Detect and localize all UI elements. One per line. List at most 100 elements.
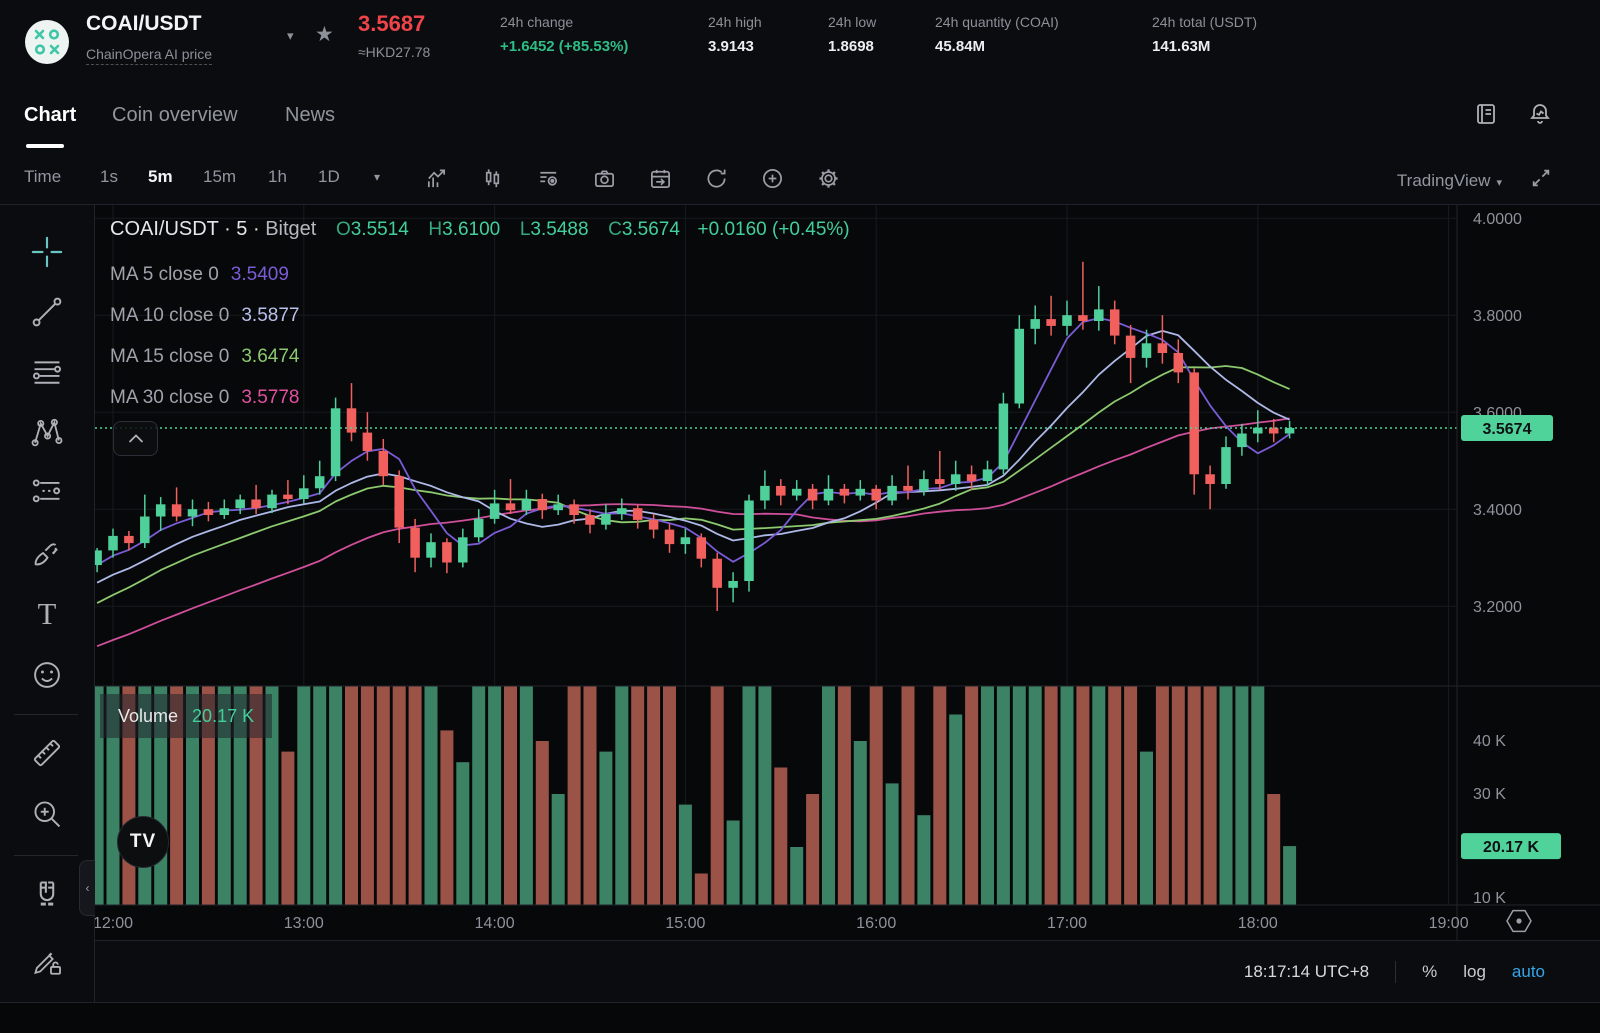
zoom-in-tool[interactable] (27, 794, 67, 834)
ma5-line (96, 317, 1291, 566)
coin-logo-icon (25, 20, 69, 64)
candlestick-series (95, 261, 1295, 611)
svg-text:10 K: 10 K (1473, 890, 1506, 907)
svg-text:20.17 K: 20.17 K (1483, 839, 1539, 856)
percent-scale-button[interactable]: % (1422, 961, 1438, 981)
drawing-lock-tool[interactable] (27, 939, 67, 979)
svg-text:3.4000: 3.4000 (1473, 502, 1522, 519)
fiat-price: ≈HKD27.78 (358, 44, 431, 60)
tab-active-underline (26, 144, 64, 148)
view-tabs: Chart Coin overview News (0, 86, 1600, 152)
tab-chart[interactable]: Chart (24, 104, 77, 126)
pane-borders (95, 205, 1600, 940)
add-circle-icon[interactable] (761, 167, 784, 190)
provider-caret-icon: ▾ (1496, 176, 1502, 189)
svg-text:14:00: 14:00 (475, 915, 515, 932)
snapshot-camera-icon[interactable] (593, 167, 616, 190)
emoji-tool[interactable] (27, 655, 67, 695)
ruler-tool[interactable] (27, 733, 67, 773)
interval-5m[interactable]: 5m (148, 167, 173, 186)
market-header: COAI/USDT ChainOpera AI price ▾ ★ 3.5687… (0, 0, 1600, 86)
bottom-bar-divider (1395, 960, 1397, 983)
ma10-line (96, 330, 1290, 584)
pair-subtitle[interactable]: ChainOpera AI price (86, 46, 213, 65)
stat-24h-low: 24h low 1.8698 (828, 14, 877, 55)
object-tree-icon[interactable] (537, 167, 560, 190)
sidebar-collapse-handle[interactable]: ‹ (79, 860, 95, 916)
svg-text:4.0000: 4.0000 (1473, 211, 1522, 228)
xabcd-pattern-tool[interactable] (27, 412, 67, 452)
brush-tool[interactable] (27, 533, 67, 573)
chart-bottom-bar: 18:17:14 UTC+8 % log auto (95, 940, 1600, 1002)
interval-1d[interactable]: 1D (318, 167, 340, 186)
footer-strip (0, 1002, 1600, 1033)
auto-scale-button[interactable]: auto (1511, 961, 1545, 981)
svg-text:T: T (38, 597, 57, 631)
sidebar-divider (14, 714, 78, 715)
stat-24h-quantity: 24h quantity (COAI) 45.84M (935, 14, 1059, 55)
clock: 18:17:14 UTC+8 (1243, 961, 1370, 981)
svg-text:18:00: 18:00 (1238, 915, 1278, 932)
svg-text:12:00: 12:00 (95, 915, 133, 932)
stat-24h-change: 24h change +1.6452 (+85.53%) (500, 14, 629, 55)
volume-axis[interactable]: 40 K 30 K 10 K (1473, 733, 1506, 907)
log-scale-button[interactable]: log (1463, 961, 1486, 981)
pair-title: COAI/USDT (86, 12, 202, 35)
svg-text:13:00: 13:00 (284, 915, 324, 932)
chart-area: 4.0000 3.8000 3.6000 3.4000 3.2000 3.5674 40 K… (95, 205, 1600, 1002)
interval-dropdown-caret-icon[interactable]: ▾ (374, 170, 381, 184)
chart-toolbar: Time 1s 5m 15m 1h 1D ▾ (0, 152, 1600, 205)
settings-gear-icon[interactable] (817, 167, 840, 190)
volume-value: 20.17 K (192, 705, 255, 726)
volume-legend: Volume 20.17 K (100, 694, 273, 738)
svg-text:16:00: 16:00 (856, 915, 896, 932)
tradingview-logo[interactable]: TV (117, 816, 169, 868)
go-to-date-icon[interactable] (649, 167, 672, 190)
interval-1s[interactable]: 1s (100, 167, 118, 186)
chart-provider-select[interactable]: TradingView ▾ (1396, 170, 1502, 190)
interval-1h[interactable]: 1h (268, 167, 287, 186)
stat-24h-total: 24h total (USDT) 141.63M (1152, 14, 1258, 55)
axis-settings-icon[interactable] (1506, 909, 1532, 933)
crosshair-tool[interactable] (27, 232, 67, 272)
text-tool[interactable]: T (27, 594, 67, 634)
current-volume-badge: 20.17 K (1461, 833, 1561, 860)
trend-line-tool[interactable] (27, 292, 67, 332)
ma15-line (96, 365, 1290, 604)
svg-text:3.5674: 3.5674 (1483, 421, 1532, 438)
fullscreen-icon[interactable] (1530, 167, 1552, 194)
current-price-badge: 3.5674 (1461, 415, 1553, 441)
pair-dropdown-caret-icon[interactable]: ▾ (287, 28, 294, 43)
svg-text:3.8000: 3.8000 (1473, 308, 1522, 325)
candle-style-icon[interactable] (481, 167, 504, 190)
interval-time-label[interactable]: Time (24, 167, 62, 186)
magnet-tool[interactable] (27, 875, 67, 915)
time-axis[interactable]: 12:00 13:00 14:00 15:00 16:00 17:00 18:00 19:00 (95, 915, 1469, 932)
svg-text:30 K: 30 K (1473, 786, 1506, 803)
stat-24h-high: 24h high 3.9143 (708, 14, 762, 55)
ma-lines (96, 317, 1291, 648)
svg-text:19:00: 19:00 (1429, 915, 1469, 932)
indicators-icon[interactable] (425, 167, 448, 190)
parallel-lines-tool[interactable] (27, 352, 67, 392)
interval-15m[interactable]: 15m (203, 167, 237, 186)
svg-text:15:00: 15:00 (665, 915, 705, 932)
price-alert-bell-icon[interactable] (1528, 102, 1552, 126)
last-price: 3.5687 (358, 11, 426, 36)
ma30-line (96, 417, 1290, 648)
svg-text:17:00: 17:00 (1047, 915, 1087, 932)
svg-text:3.2000: 3.2000 (1473, 599, 1522, 616)
fib-tool[interactable] (27, 472, 67, 512)
tab-coin-overview[interactable]: Coin overview (112, 104, 238, 126)
favorite-star-icon[interactable]: ★ (315, 23, 334, 46)
legend-collapse-button[interactable] (113, 421, 158, 456)
replay-icon[interactable] (705, 167, 728, 190)
volume-series (95, 686, 1297, 905)
tab-news[interactable]: News (285, 104, 336, 126)
svg-text:40 K: 40 K (1473, 733, 1506, 750)
journal-icon[interactable] (1474, 102, 1498, 126)
sidebar-divider (14, 855, 78, 856)
